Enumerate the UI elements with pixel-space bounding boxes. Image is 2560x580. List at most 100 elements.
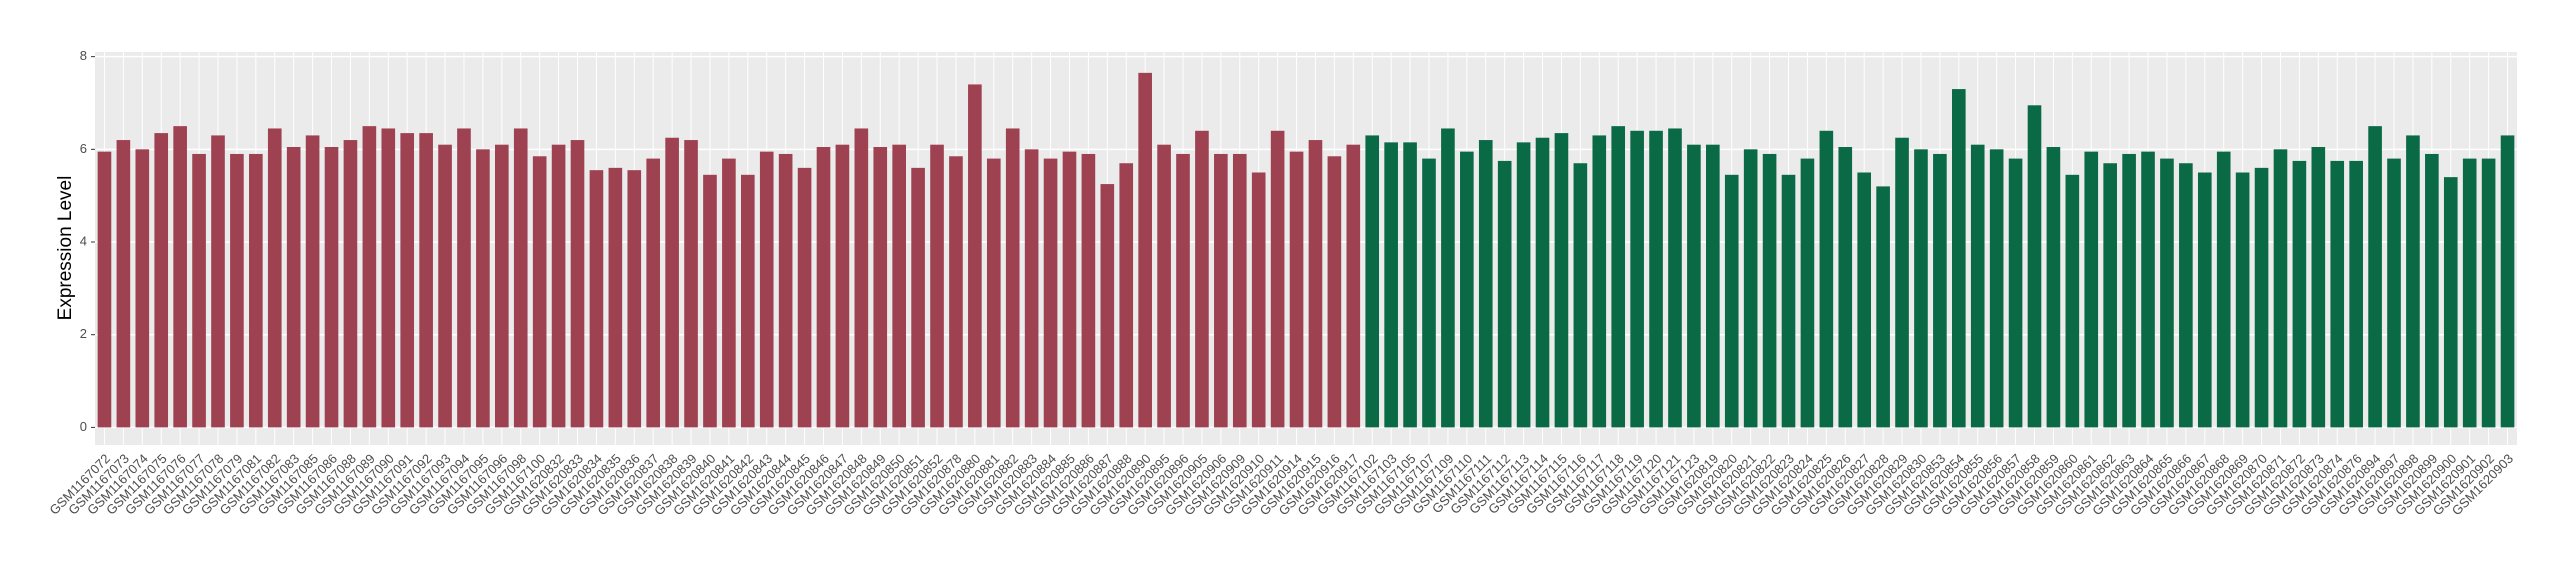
bar: [854, 128, 869, 428]
bar: [1933, 153, 1947, 428]
bar: [1346, 144, 1361, 428]
bar: [305, 135, 320, 428]
bar: [1838, 147, 1853, 428]
bar: [173, 126, 187, 428]
bar: [2330, 160, 2345, 428]
bar: [192, 153, 206, 428]
bar: [1895, 137, 1909, 428]
bar: [2443, 177, 2458, 428]
bar: [740, 174, 755, 428]
bar: [949, 156, 963, 428]
y-tick-label: 0: [80, 419, 87, 434]
bar: [1989, 149, 2004, 428]
bar: [230, 153, 244, 428]
bar: [2197, 172, 2212, 428]
bar: [627, 170, 642, 428]
bar: [589, 170, 604, 428]
y-tick-label: 8: [80, 48, 87, 63]
bar: [2273, 149, 2288, 428]
bar: [2387, 158, 2401, 428]
bar: [1157, 144, 1171, 428]
bar: [1800, 158, 1815, 428]
bar: [1573, 163, 1588, 428]
bar: [476, 149, 490, 428]
bar: [1119, 163, 1134, 428]
bar: [343, 140, 358, 428]
bar: [513, 128, 528, 428]
bar: [665, 137, 679, 428]
bar: [267, 128, 282, 428]
bar: [892, 144, 906, 428]
bar: [2500, 135, 2515, 428]
bar: [1138, 72, 1152, 428]
bar: [1630, 130, 1644, 428]
bar: [438, 144, 452, 428]
y-axis-label: Expression Level: [55, 176, 76, 321]
bar: [97, 151, 112, 428]
bar: [400, 133, 415, 428]
bar: [1781, 174, 1796, 428]
bar: [1289, 151, 1304, 428]
bar: [778, 153, 793, 428]
bar: [2179, 163, 2193, 428]
bar: [1270, 130, 1285, 428]
bar: [1497, 160, 1512, 428]
bar: [570, 140, 585, 428]
bar: [2046, 147, 2061, 428]
bar: [1554, 133, 1569, 428]
bar: [1308, 140, 1323, 428]
bar: [1914, 149, 1928, 428]
bar: [2254, 167, 2269, 428]
bar: [1005, 128, 1020, 428]
bar: [1611, 126, 1626, 428]
bar: [1100, 184, 1115, 428]
bar: [759, 151, 774, 428]
bar: [2141, 151, 2155, 428]
bar: [2311, 147, 2326, 428]
bar: [154, 133, 169, 428]
y-tick-label: 2: [80, 326, 87, 341]
bar: [2122, 153, 2136, 428]
bar: [911, 167, 925, 428]
bar: [1214, 153, 1228, 428]
bar: [2008, 158, 2023, 428]
bar: [2368, 126, 2382, 428]
bar: [2027, 105, 2042, 428]
bar: [1195, 130, 1209, 428]
bar: [1857, 172, 1872, 428]
bar: [1516, 142, 1531, 428]
bar: [2425, 153, 2439, 428]
bar: [646, 158, 661, 428]
bar: [324, 147, 339, 428]
bar: [286, 147, 301, 428]
bar: [1478, 140, 1493, 428]
bar: [703, 174, 717, 428]
bar: [2406, 135, 2420, 428]
bar: [2160, 158, 2174, 428]
bar: [135, 149, 150, 428]
y-tick-label: 4: [80, 233, 87, 248]
bar: [1232, 153, 1247, 428]
bar: [1743, 149, 1758, 428]
bar: [2065, 174, 2080, 428]
bar: [211, 135, 225, 428]
bar: [2349, 160, 2363, 428]
bar: [2462, 158, 2477, 428]
bar: [381, 128, 396, 428]
bar: [797, 167, 812, 428]
bar: [2481, 158, 2496, 428]
bar: [1951, 89, 1966, 428]
bar: [419, 133, 433, 428]
bar: [1876, 186, 1890, 428]
bar: [1762, 153, 1777, 428]
bar: [722, 158, 736, 428]
bar: [1668, 128, 1682, 428]
bar: [968, 84, 982, 428]
bar: [1460, 151, 1474, 428]
bar: [1024, 149, 1039, 428]
bar: [1970, 144, 1985, 428]
bar: [1176, 153, 1190, 428]
bar: [1441, 128, 1455, 428]
bar: [684, 140, 698, 428]
bar: [457, 128, 471, 428]
